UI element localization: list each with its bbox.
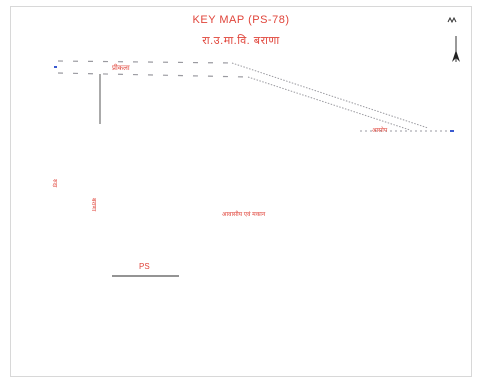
road-upper (57, 60, 429, 129)
vertical-label-1: रुदा (51, 179, 57, 188)
marker-left (54, 66, 57, 68)
map-title: KEY MAP (PS-78) (192, 14, 290, 26)
map-frame (10, 6, 472, 377)
vertical-label-2: बराणा (90, 198, 96, 212)
road-label-left: प्रीकला (112, 65, 130, 72)
road-lower (57, 72, 452, 132)
center-label: आवासीय एवं मकान (222, 212, 266, 218)
road-label-right: आसोप (372, 128, 388, 134)
ps-label: PS (139, 262, 150, 271)
map-subtitle: रा.उ.मा.वि. बराणा (202, 35, 280, 47)
marker-right (450, 130, 454, 132)
north-arrow-icon (447, 16, 460, 62)
